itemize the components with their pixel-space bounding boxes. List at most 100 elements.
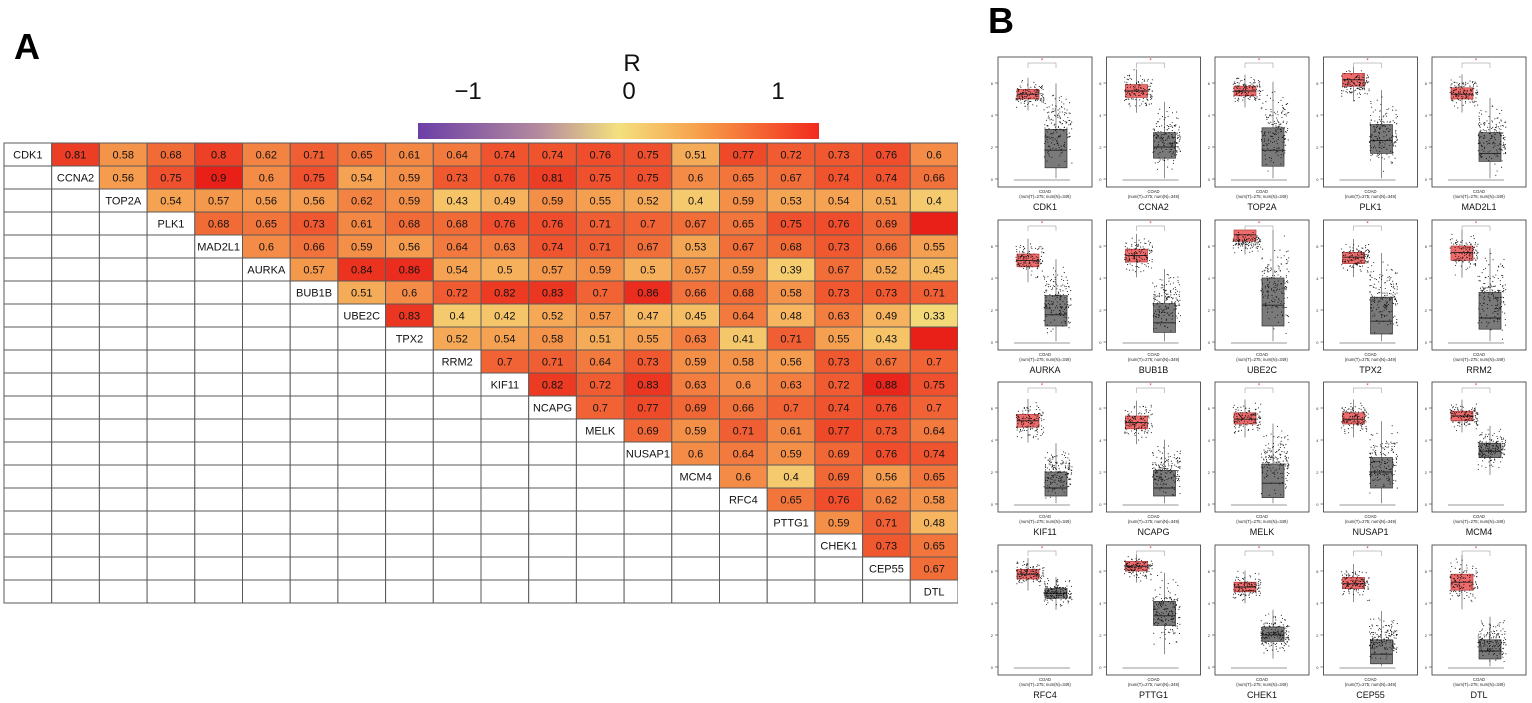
heatmap-cell: 0.7	[766, 395, 816, 420]
heatmap-cell: 0.65	[719, 165, 768, 190]
heatmap-cell: 0.6	[242, 234, 291, 259]
correlation-value: 0.53	[685, 242, 706, 254]
heatmap-empty-cell	[242, 372, 291, 397]
heatmap-cell: 0.67	[814, 257, 864, 282]
heatmap-label-cell: NCAPG	[528, 395, 577, 420]
sample-size-caption: (num(T)=275; num(N)=349)	[1453, 357, 1505, 362]
correlation-value: 0.55	[590, 196, 611, 208]
heatmap-empty-cell	[385, 487, 434, 512]
heatmap-cell: 0.53	[766, 188, 816, 213]
heatmap-cell: 0.7	[575, 395, 625, 420]
heatmap-cell: 0.43	[862, 326, 911, 351]
correlation-value: 0.76	[542, 219, 563, 231]
boxplot-panel: 0 2 4 6 * COAD(num(T)=275; num(N)=349) AURKA	[991, 219, 1093, 375]
heatmap-empty-cell	[194, 464, 244, 489]
heatmap-cell: 0.65	[242, 211, 291, 236]
heatmap-empty-cell	[98, 234, 148, 259]
heatmap-cell: 0.61	[385, 142, 434, 167]
heatmap-empty-cell	[242, 441, 291, 466]
heatmap-empty-cell	[337, 441, 387, 466]
heatmap-empty-cell	[766, 556, 816, 581]
correlation-value: 0.72	[828, 380, 849, 392]
heatmap-empty-cell	[194, 257, 244, 282]
heatmap-cell: 0.74	[528, 234, 577, 259]
heatmap-label-cell: MELK	[575, 418, 625, 443]
y-tick-label: 2	[1208, 633, 1211, 638]
heatmap-cell: 0.64	[432, 142, 482, 167]
tumor-box	[1342, 412, 1365, 425]
boxplot-panel: 0 2 4 6 * COAD(num(T)=275; num(N)=349) MELK	[1208, 381, 1310, 537]
heatmap-empty-cell	[623, 579, 673, 604]
y-tick-label: 2	[1208, 470, 1211, 475]
correlation-value: 0.52	[542, 311, 563, 323]
heatmap-cell: 0.7	[909, 349, 958, 374]
heatmap-cell: 0.76	[814, 487, 864, 512]
heatmap-empty-cell	[51, 441, 100, 466]
y-tick-label: 2	[1099, 308, 1102, 313]
heatmap-cell: 0.58	[98, 142, 148, 167]
heatmap-cell: 0.58	[909, 487, 958, 512]
y-tick-label: 2	[1099, 470, 1102, 475]
heatmap-cell: 0.71	[575, 211, 625, 236]
heatmap-empty-cell	[51, 349, 100, 374]
y-tick-label: 6	[991, 569, 994, 574]
gene-label: MELK	[585, 426, 616, 438]
gene-label: RRM2	[1466, 365, 1492, 375]
gene-label: TPX2	[1359, 365, 1382, 375]
heatmap-cell: 0.64	[719, 441, 768, 466]
heatmap-empty-cell	[432, 556, 482, 581]
correlation-value: 0.76	[876, 150, 897, 162]
heatmap-empty-cell	[98, 349, 148, 374]
heatmap-empty-cell	[3, 326, 53, 351]
heatmap-empty-cell	[289, 349, 339, 374]
heatmap-empty-cell	[3, 372, 53, 397]
y-tick-label: 0	[1425, 665, 1428, 670]
correlation-value: 0.74	[828, 403, 849, 415]
heatmap-cell: 0.39	[766, 257, 816, 282]
heatmap-cell: 0.67	[623, 234, 673, 259]
heatmap-cell: 0.6	[909, 142, 958, 167]
heatmap-empty-cell	[528, 487, 577, 512]
correlation-value: 0.58	[923, 495, 944, 507]
correlation-value: 0.67	[828, 265, 849, 277]
correlation-value: 0.66	[923, 173, 944, 185]
heatmap-cell: 0.56	[98, 165, 148, 190]
heatmap-cell: 0.55	[575, 188, 625, 213]
sample-size-caption: (num(T)=275; num(N)=349)	[1128, 519, 1180, 524]
gene-label: PLK1	[157, 219, 184, 231]
y-tick-label: 4	[1099, 601, 1102, 606]
heatmap-label-cell: UBE2C	[337, 303, 387, 328]
heatmap-cell: 0.59	[385, 188, 434, 213]
heatmap-cell: 0.66	[289, 234, 339, 259]
heatmap-empty-cell	[98, 418, 148, 443]
heatmap-cell: 0.64	[432, 234, 482, 259]
correlation-value: 0.5	[640, 265, 655, 277]
correlation-value: 0.58	[733, 357, 754, 369]
heatmap-cell: 0.42	[480, 303, 530, 328]
dataset-caption: COAD	[1039, 352, 1051, 357]
heatmap-cell: 0.71	[862, 510, 911, 535]
heatmap-empty-cell	[289, 556, 339, 581]
y-tick-label: 0	[1316, 177, 1319, 182]
heatmap-empty-cell	[432, 510, 482, 535]
normal-box	[1153, 303, 1176, 333]
heatmap-cell: 0.6	[719, 464, 768, 489]
correlation-value: 0.59	[351, 242, 372, 254]
correlation-value: 0.51	[351, 288, 372, 300]
heatmap-cell: 0.76	[814, 211, 864, 236]
heatmap-cell: 0.69	[814, 441, 864, 466]
heatmap-cell: 0.76	[480, 211, 530, 236]
heatmap-empty-cell	[98, 533, 148, 558]
heatmap-empty-cell	[98, 556, 148, 581]
correlation-value: 0.62	[256, 150, 277, 162]
heatmap-label-cell: DTL	[909, 579, 958, 604]
gene-label: MAD2L1	[197, 242, 240, 254]
heatmap-empty-cell	[3, 303, 53, 328]
heatmap-empty-cell	[289, 510, 339, 535]
heatmap-label-cell: KIF11	[480, 372, 530, 397]
correlation-value: 0.73	[828, 242, 849, 254]
normal-box	[1370, 124, 1393, 154]
sample-size-caption: (num(T)=275; num(N)=349)	[1453, 194, 1505, 199]
heatmap-cell: 0.7	[480, 349, 530, 374]
